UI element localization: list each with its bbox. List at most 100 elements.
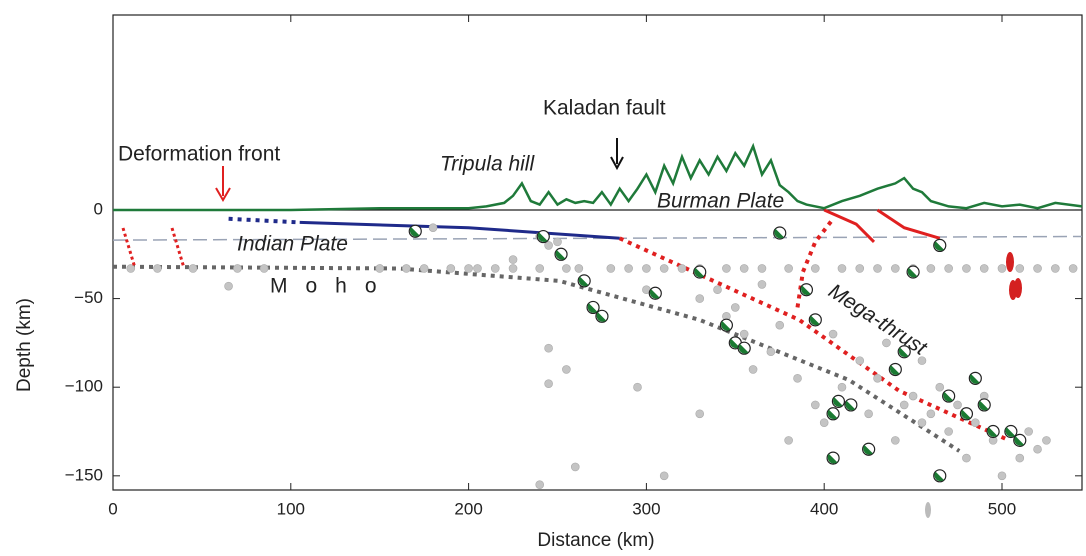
focal-mechanism (554, 247, 568, 261)
focal-quadrant (1014, 436, 1024, 446)
y-axis-label: Depth (km) (14, 298, 35, 392)
focal-mechanism (986, 424, 1000, 439)
earthquake (962, 264, 971, 273)
focal-quadrant (801, 285, 811, 296)
earthquake (1024, 427, 1033, 436)
focal-quadrant (721, 320, 731, 331)
marker-drop (925, 502, 931, 518)
earthquake (153, 264, 162, 273)
focal-mechanism (799, 283, 814, 297)
x-tick-label: 0 (108, 499, 117, 518)
earthquake (784, 436, 793, 445)
earthquake (739, 329, 749, 339)
earthquake (508, 255, 518, 264)
focal-mechanism (1013, 433, 1027, 447)
earthquake (402, 264, 411, 273)
focal-mechanism (648, 286, 662, 300)
earthquake (873, 374, 882, 383)
focal-quadrant (889, 365, 900, 375)
earthquake (997, 264, 1007, 273)
earthquake (419, 264, 429, 273)
plot-frame (112, 14, 1083, 491)
focal-quadrant (961, 409, 971, 420)
focal-quadrant (934, 471, 944, 482)
focal-quadrant (809, 315, 820, 326)
annotation: Burman Plate (657, 190, 784, 213)
annotation: Moho (270, 275, 395, 298)
focal-quadrant (774, 228, 784, 239)
y-tick-label: −150 (65, 465, 103, 484)
earthquake (428, 223, 438, 232)
y-tick-label: 0 (94, 199, 103, 218)
focal-quadrant (649, 289, 660, 299)
focal-quadrant (827, 409, 838, 420)
earthquake (695, 409, 705, 419)
focal-mechanism (942, 389, 956, 403)
focal-quadrant (409, 227, 420, 237)
focal-mechanism (737, 341, 751, 355)
earthquake (659, 471, 669, 481)
focal-mechanism (408, 224, 422, 238)
earthquake (375, 264, 384, 273)
earthquake (935, 382, 945, 392)
earthquake (971, 418, 980, 427)
x-tick-label: 500 (988, 499, 1016, 518)
focal-quadrant (943, 391, 953, 402)
earthquake (908, 391, 918, 401)
x-tick-label: 300 (632, 499, 660, 518)
focal-quadrant (729, 338, 740, 349)
focal-mechanism (959, 407, 974, 421)
earthquake (793, 374, 802, 383)
earthquake (882, 338, 891, 348)
earthquake (224, 281, 233, 291)
earthquake (962, 453, 971, 463)
earthquake (633, 382, 642, 392)
earthquake (642, 264, 651, 273)
focal-quadrant (555, 250, 566, 260)
earthquake (775, 320, 785, 330)
focal-mechanism (844, 398, 858, 412)
line-dashed (112, 235, 1083, 241)
x-tick-label: 100 (277, 499, 305, 518)
focal-mechanism (595, 309, 609, 323)
focal-quadrant (898, 347, 909, 358)
focal-quadrant (537, 232, 548, 242)
focal-quadrant (587, 303, 598, 313)
focal-quadrant (578, 276, 589, 287)
earthquake (535, 480, 545, 489)
focal-quadrant (987, 427, 998, 437)
focal-quadrant (845, 400, 856, 411)
earthquake (784, 264, 793, 273)
normal-fault (121, 227, 137, 269)
earthquake (1033, 264, 1042, 273)
focal-quadrant (978, 400, 989, 411)
earthquake (544, 343, 553, 353)
earthquake (811, 264, 820, 273)
line-dotted (618, 236, 1010, 443)
focal-mechanism (773, 226, 787, 240)
earthquake (508, 264, 518, 273)
earthquake (188, 264, 198, 273)
earthquake (899, 400, 909, 410)
earthquake (855, 356, 865, 365)
earthquake (757, 280, 767, 289)
line-dotted (228, 216, 300, 225)
earthquake (574, 264, 584, 273)
earthquake (1042, 436, 1051, 445)
focal-mechanism (968, 371, 982, 385)
earthquake (819, 418, 829, 427)
earthquake (126, 264, 136, 273)
focal-quadrant (827, 453, 838, 464)
earthquake (953, 400, 962, 410)
earthquake (473, 264, 482, 273)
y-tick-label: −100 (65, 377, 103, 396)
x-axis-label: Distance (km) (537, 530, 654, 551)
earthquake (766, 347, 776, 357)
earthquake (873, 264, 882, 273)
earthquake (490, 264, 500, 273)
annotation: Kaladan fault (543, 97, 666, 120)
earthquake (837, 382, 847, 392)
focal-mechanism (831, 394, 846, 408)
focal-mechanism (586, 300, 600, 315)
